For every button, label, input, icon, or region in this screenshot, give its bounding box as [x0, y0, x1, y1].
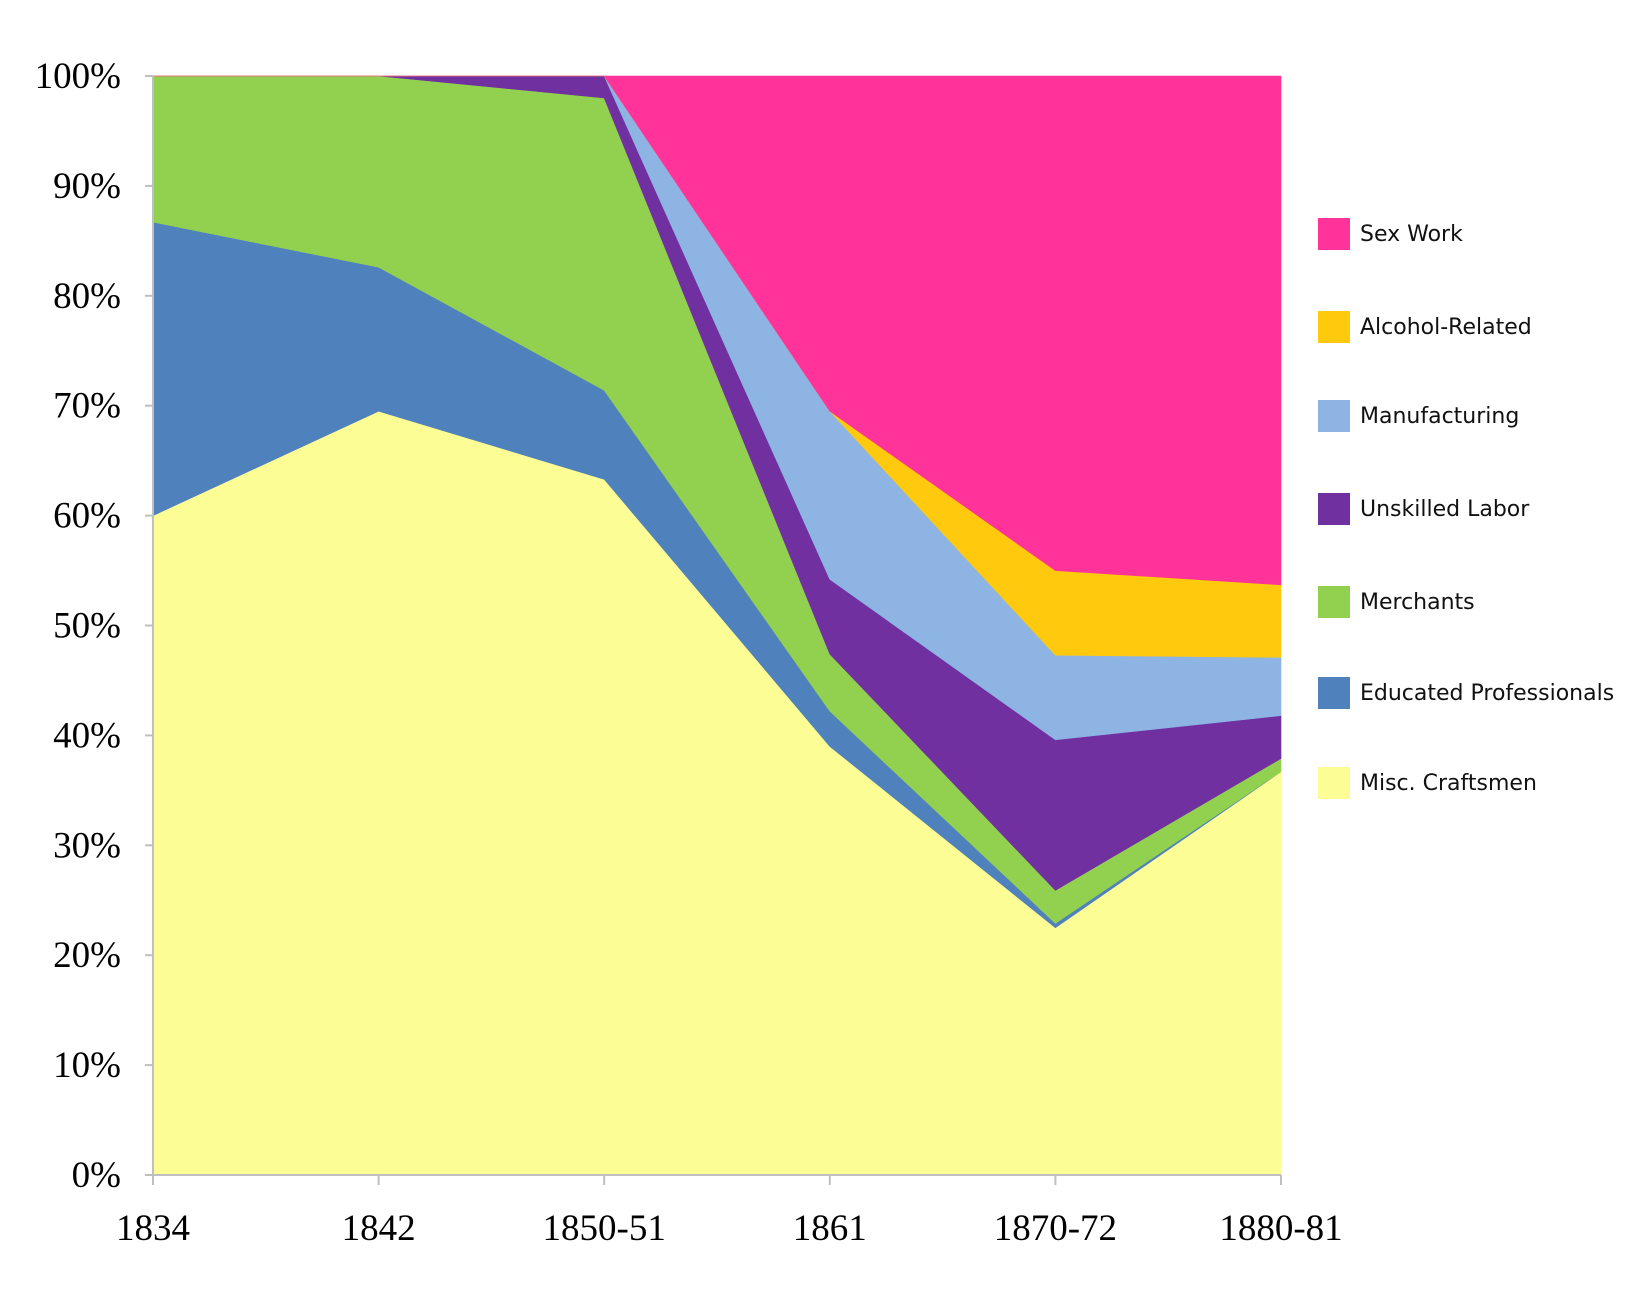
y-tick-label: 70% [53, 386, 121, 427]
legend-swatch [1318, 493, 1350, 525]
legend-swatch [1318, 586, 1350, 618]
legend-item: Merchants [1318, 586, 1475, 618]
y-tick-label: 100% [35, 56, 121, 97]
y-tick-labels: 0% 10% 20% 30% 40% 50% 60% 70% 80% 90% 100% [35, 56, 153, 1196]
x-tick-label: 1870-72 [994, 1208, 1117, 1249]
legend-swatch [1318, 767, 1350, 799]
legend-item: Manufacturing [1318, 400, 1519, 432]
legend-item: Misc. Craftsmen [1318, 767, 1537, 799]
legend-label: Educated Professionals [1360, 680, 1615, 706]
legend-label: Unskilled Labor [1360, 496, 1530, 522]
x-tick-label: 1850-51 [543, 1208, 666, 1249]
y-tick-label: 20% [53, 935, 121, 976]
x-tick-label: 1880-81 [1219, 1208, 1342, 1249]
legend-label: Sex Work [1360, 221, 1463, 247]
legend-label: Manufacturing [1360, 403, 1520, 429]
x-tick-label: 1861 [793, 1208, 867, 1249]
legend-swatch [1318, 400, 1350, 432]
legend-swatch [1318, 218, 1350, 250]
area-sex-work [153, 75, 1282, 586]
legend-item: Sex Work [1318, 218, 1463, 250]
legend-label: Misc. Craftsmen [1360, 770, 1537, 796]
area-series-group [152, 75, 1282, 1176]
y-tick-label: 60% [53, 496, 121, 537]
legend-label: Merchants [1360, 589, 1475, 615]
y-tick-label: 40% [53, 715, 121, 756]
x-tick-labels: 1834 1842 1850-51 1861 1870-72 1880-81 [116, 1175, 1343, 1249]
y-tick-label: 90% [53, 166, 121, 207]
x-tick-label: 1842 [342, 1208, 416, 1249]
y-tick-label: 30% [53, 825, 121, 866]
y-tick-label: 50% [53, 606, 121, 647]
y-tick-label: 80% [53, 276, 121, 317]
y-tick-label: 10% [53, 1045, 121, 1086]
legend-swatch [1318, 311, 1350, 343]
legend-label: Alcohol-Related [1360, 314, 1532, 340]
legend-item: Educated Professionals [1318, 677, 1614, 709]
legend-swatch [1318, 677, 1350, 709]
x-tick-label: 1834 [116, 1208, 190, 1249]
legend-item: Unskilled Labor [1318, 493, 1529, 525]
legend-item: Alcohol-Related [1318, 311, 1532, 343]
y-tick-label: 0% [72, 1155, 121, 1196]
